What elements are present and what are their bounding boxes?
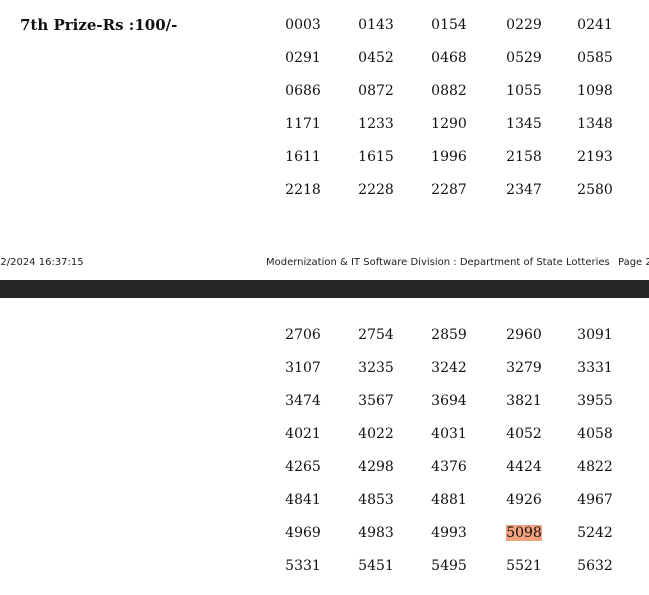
winning-number: 2580 [577,182,613,198]
winning-number: 0291 [285,50,321,66]
winning-number: 1171 [285,116,321,132]
winning-number: 0229 [506,17,542,33]
number-row: 3474 3567 3694 3821 3955 [0,392,649,412]
print-timestamp: 12/2024 16:37:15 [0,257,84,268]
winning-number: 2706 [285,327,321,343]
winning-number: 4265 [285,459,321,475]
winning-number: 3091 [577,327,613,343]
winning-number: 4993 [431,525,467,541]
winning-number: 0882 [431,83,467,99]
winning-number: 2347 [506,182,542,198]
winning-number: 0529 [506,50,542,66]
winning-number: 3694 [431,393,467,409]
winning-number: 2960 [506,327,542,343]
number-row: 0291 0452 0468 0529 0585 [0,49,649,69]
winning-number: 4983 [358,525,394,541]
winning-number: 4926 [506,492,542,508]
winning-number: 4031 [431,426,467,442]
winning-number: 3279 [506,360,542,376]
winning-number: 5098 [506,525,542,541]
number-row: 4841 4853 4881 4926 4967 [0,491,649,511]
winning-number: 5451 [358,558,394,574]
page-break-bar [0,280,649,298]
number-row: 2218 2228 2287 2347 2580 [0,181,649,201]
number-row: 2706 2754 2859 2960 3091 [0,326,649,346]
winning-number: 1615 [358,149,394,165]
winning-number: 4022 [358,426,394,442]
winning-number: 2754 [358,327,394,343]
winning-number: 0241 [577,17,613,33]
winning-number: 5242 [577,525,613,541]
division-name: Modernization & IT Software Division : D… [266,257,610,268]
winning-number: 2218 [285,182,321,198]
winning-number: 2158 [506,149,542,165]
winning-number: 3474 [285,393,321,409]
winning-number: 3567 [358,393,394,409]
number-row: 5331 5451 5495 5521 5632 [0,557,649,577]
page-footer: 12/2024 16:37:15 Modernization & IT Soft… [0,257,649,271]
winning-number: 2859 [431,327,467,343]
winning-number: 3955 [577,393,613,409]
winning-number: 4969 [285,525,321,541]
winning-number: 2228 [358,182,394,198]
winning-number: 4822 [577,459,613,475]
winning-number: 1098 [577,83,613,99]
number-row: 4021 4022 4031 4052 4058 [0,425,649,445]
winning-number: 4376 [431,459,467,475]
winning-number: 3235 [358,360,394,376]
winning-number: 3331 [577,360,613,376]
number-row: 3107 3235 3242 3279 3331 [0,359,649,379]
winning-number: 1290 [431,116,467,132]
winning-number: 1996 [431,149,467,165]
winning-number: 0468 [431,50,467,66]
winning-number: 4853 [358,492,394,508]
winning-number: 2287 [431,182,467,198]
number-row: 0003 0143 0154 0229 0241 [0,16,649,36]
winning-number: 0143 [358,17,394,33]
winning-number: 3107 [285,360,321,376]
winning-number: 5495 [431,558,467,574]
winning-number: 0452 [358,50,394,66]
winning-number: 4424 [506,459,542,475]
number-row: 0686 0872 0882 1055 1098 [0,82,649,102]
winning-number: 1345 [506,116,542,132]
winning-number: 2193 [577,149,613,165]
winning-number: 5521 [506,558,542,574]
winning-number: 5331 [285,558,321,574]
winning-number: 4298 [358,459,394,475]
number-row: 1611 1615 1996 2158 2193 [0,148,649,168]
winning-number: 4021 [285,426,321,442]
winning-number: 4052 [506,426,542,442]
number-row: 4969 4983 4993 5098 5242 [0,524,649,544]
winning-number: 4967 [577,492,613,508]
winning-number: 1055 [506,83,542,99]
winning-number: 1233 [358,116,394,132]
winning-number: 3821 [506,393,542,409]
winning-number: 4841 [285,492,321,508]
winning-number: 0872 [358,83,394,99]
winning-number: 0003 [285,17,321,33]
winning-number: 0686 [285,83,321,99]
page-number: Page 2 [618,257,649,268]
winning-number: 0585 [577,50,613,66]
winning-number: 4881 [431,492,467,508]
winning-number: 4058 [577,426,613,442]
winning-number: 1348 [577,116,613,132]
prize-title: 7th Prize-Rs :100/- [20,16,178,34]
number-row: 1171 1233 1290 1345 1348 [0,115,649,135]
number-row: 4265 4298 4376 4424 4822 [0,458,649,478]
winning-number: 3242 [431,360,467,376]
winning-number: 5632 [577,558,613,574]
winning-number: 1611 [285,149,321,165]
winning-number: 0154 [431,17,467,33]
